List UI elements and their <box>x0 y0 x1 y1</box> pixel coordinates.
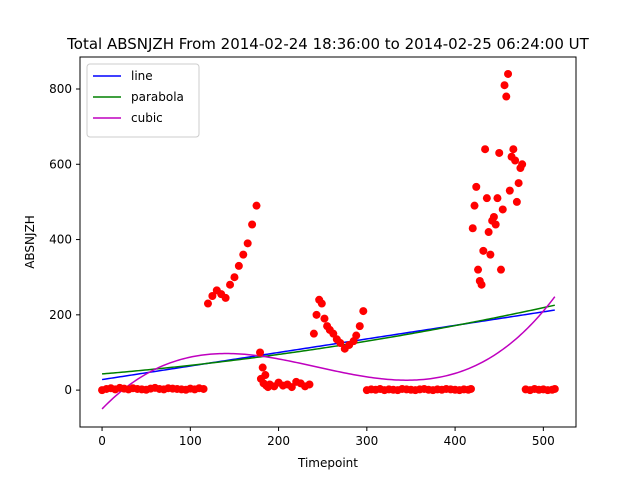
data-point <box>352 331 361 340</box>
data-point <box>489 212 498 221</box>
legend-label-cubic: cubic <box>131 111 163 125</box>
legend: line parabola cubic <box>86 63 200 138</box>
data-point <box>470 201 479 210</box>
data-point <box>312 310 321 319</box>
fit-lines <box>101 296 556 410</box>
legend-label-parabola: parabola <box>131 90 184 104</box>
data-point <box>256 348 265 357</box>
data-point <box>468 224 477 233</box>
data-point <box>496 265 505 274</box>
y-axis-ticks: 0 200 400 600 800 <box>49 82 80 397</box>
legend-label-line: line <box>131 69 153 83</box>
data-point <box>199 384 208 393</box>
y-tick-label: 400 <box>49 233 72 247</box>
data-point <box>512 197 521 206</box>
data-point <box>258 363 267 372</box>
data-point <box>481 145 490 154</box>
x-tick-label: 500 <box>532 434 555 448</box>
data-point <box>287 383 296 392</box>
data-point <box>474 265 483 274</box>
chart-title: Total ABSNJZH From 2014-02-24 18:36:00 t… <box>66 35 589 53</box>
data-point <box>495 148 504 157</box>
data-point <box>482 194 491 203</box>
data-point <box>226 280 235 289</box>
data-point <box>500 81 509 90</box>
data-point <box>243 239 252 248</box>
data-point <box>248 220 257 229</box>
data-point <box>359 307 368 316</box>
fit-cubic <box>101 296 556 410</box>
data-point <box>479 246 488 255</box>
fit-parabola <box>101 304 555 375</box>
data-point <box>509 145 518 154</box>
data-point <box>504 69 513 78</box>
x-tick-label: 200 <box>267 434 290 448</box>
axes-frame <box>79 56 577 428</box>
x-axis-ticks: 0 100 200 300 400 500 <box>98 427 555 448</box>
scatter-points <box>98 69 559 395</box>
data-point <box>252 201 261 210</box>
x-tick-label: 100 <box>179 434 202 448</box>
data-point <box>493 194 502 203</box>
data-point <box>203 299 212 308</box>
data-point <box>239 250 248 259</box>
data-point <box>234 261 243 270</box>
data-point <box>498 205 507 214</box>
data-point <box>221 293 230 302</box>
data-point <box>230 273 239 282</box>
data-point <box>355 322 364 331</box>
data-point <box>550 384 559 393</box>
data-point <box>511 156 520 165</box>
x-tick-label: 0 <box>98 434 106 448</box>
data-point <box>502 92 511 101</box>
data-point <box>491 220 500 229</box>
data-point <box>466 384 475 393</box>
data-point <box>484 228 493 237</box>
data-point <box>305 380 314 389</box>
data-point <box>518 160 527 169</box>
y-tick-label: 800 <box>49 82 72 96</box>
data-point <box>477 280 486 289</box>
data-point <box>317 299 326 308</box>
data-point <box>514 179 523 188</box>
x-tick-label: 400 <box>444 434 467 448</box>
data-point <box>486 250 495 259</box>
x-axis-label: Timepoint <box>297 456 358 470</box>
y-tick-label: 600 <box>49 157 72 171</box>
data-point <box>320 314 329 323</box>
data-point <box>505 186 514 195</box>
y-tick-label: 0 <box>64 383 72 397</box>
data-point <box>336 339 345 348</box>
data-point <box>472 182 481 191</box>
y-axis-label: ABSNJZH <box>23 215 37 269</box>
x-tick-label: 300 <box>355 434 378 448</box>
data-point <box>208 292 217 301</box>
y-tick-label: 200 <box>49 308 72 322</box>
data-point <box>309 329 318 338</box>
